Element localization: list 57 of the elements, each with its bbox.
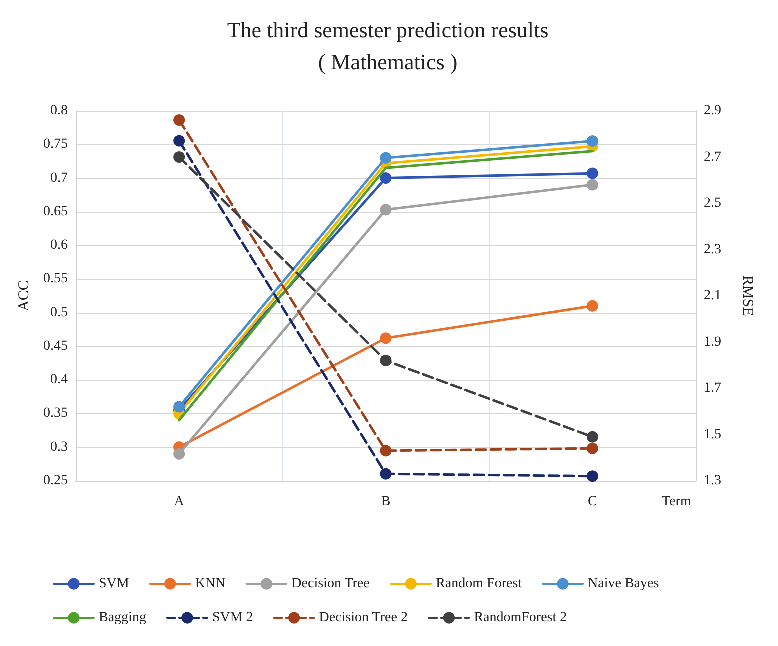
y-tick-label: 0.55 bbox=[44, 272, 68, 287]
y-tick-label: 0.3 bbox=[50, 440, 68, 455]
chart-subtitle: ( Mathematics ) bbox=[318, 50, 458, 74]
y-tick-label: 0.45 bbox=[44, 338, 68, 354]
point bbox=[174, 135, 186, 147]
legend-label: Decision Tree bbox=[292, 576, 370, 592]
legend-label: RandomForest 2 bbox=[474, 610, 568, 626]
legend-label: Random Forest bbox=[436, 576, 522, 592]
y-tick-label: 0.75 bbox=[44, 137, 68, 152]
point bbox=[380, 355, 392, 366]
x-axis-title: Term bbox=[662, 494, 692, 510]
y-axis-title: ACC bbox=[16, 280, 32, 312]
chart-title: The third semester prediction results bbox=[227, 18, 549, 42]
legend-label: Decision Tree 2 bbox=[319, 610, 408, 626]
y2-tick-label: 2.5 bbox=[704, 196, 722, 211]
point bbox=[174, 401, 186, 413]
y-tick-label: 0.25 bbox=[44, 474, 68, 488]
point bbox=[380, 445, 392, 457]
y2-tick-label: 2.1 bbox=[704, 288, 722, 304]
point bbox=[174, 114, 186, 126]
y-tick-label: 0.65 bbox=[44, 204, 68, 220]
y2-tick-label: 1.9 bbox=[704, 334, 722, 350]
point bbox=[586, 136, 598, 148]
y-tick-label: 0.7 bbox=[50, 170, 68, 186]
y2-tick-label: 1.3 bbox=[704, 474, 722, 488]
point bbox=[380, 204, 392, 216]
y2-tick-label: 1.5 bbox=[704, 427, 722, 442]
y2-axis-title: RMSE bbox=[740, 276, 756, 316]
point bbox=[586, 442, 598, 454]
y2-tick-label: 1.7 bbox=[704, 381, 722, 396]
legend-label: SVM bbox=[99, 576, 130, 592]
point bbox=[380, 332, 392, 344]
point bbox=[586, 300, 598, 312]
y2-tick-label: 2.7 bbox=[704, 150, 722, 165]
legend-label: KNN bbox=[195, 576, 226, 592]
y-tick-label: 0.5 bbox=[50, 305, 68, 320]
y-tick-label: 0.4 bbox=[50, 372, 68, 388]
legend-label: SVM 2 bbox=[212, 610, 254, 626]
point bbox=[586, 179, 598, 191]
x-tick-label: B bbox=[381, 494, 391, 510]
legend-label: Naive Bayes bbox=[588, 576, 660, 592]
point bbox=[380, 468, 392, 480]
point bbox=[380, 152, 392, 164]
point bbox=[380, 172, 392, 184]
y-tick-label: 0.6 bbox=[50, 238, 68, 254]
y2-tick-label: 2.9 bbox=[704, 104, 722, 118]
x-tick-label: A bbox=[174, 494, 186, 510]
legend-label: Bagging bbox=[99, 610, 146, 626]
x-tick-label: C bbox=[588, 494, 598, 510]
y2-tick-label: 2.3 bbox=[704, 242, 722, 258]
y-tick-label: 0.35 bbox=[44, 406, 68, 422]
point bbox=[174, 152, 186, 163]
y-tick-label: 0.8 bbox=[50, 104, 68, 118]
point bbox=[586, 470, 598, 482]
point bbox=[586, 431, 598, 443]
point bbox=[586, 168, 598, 180]
point bbox=[174, 448, 186, 460]
